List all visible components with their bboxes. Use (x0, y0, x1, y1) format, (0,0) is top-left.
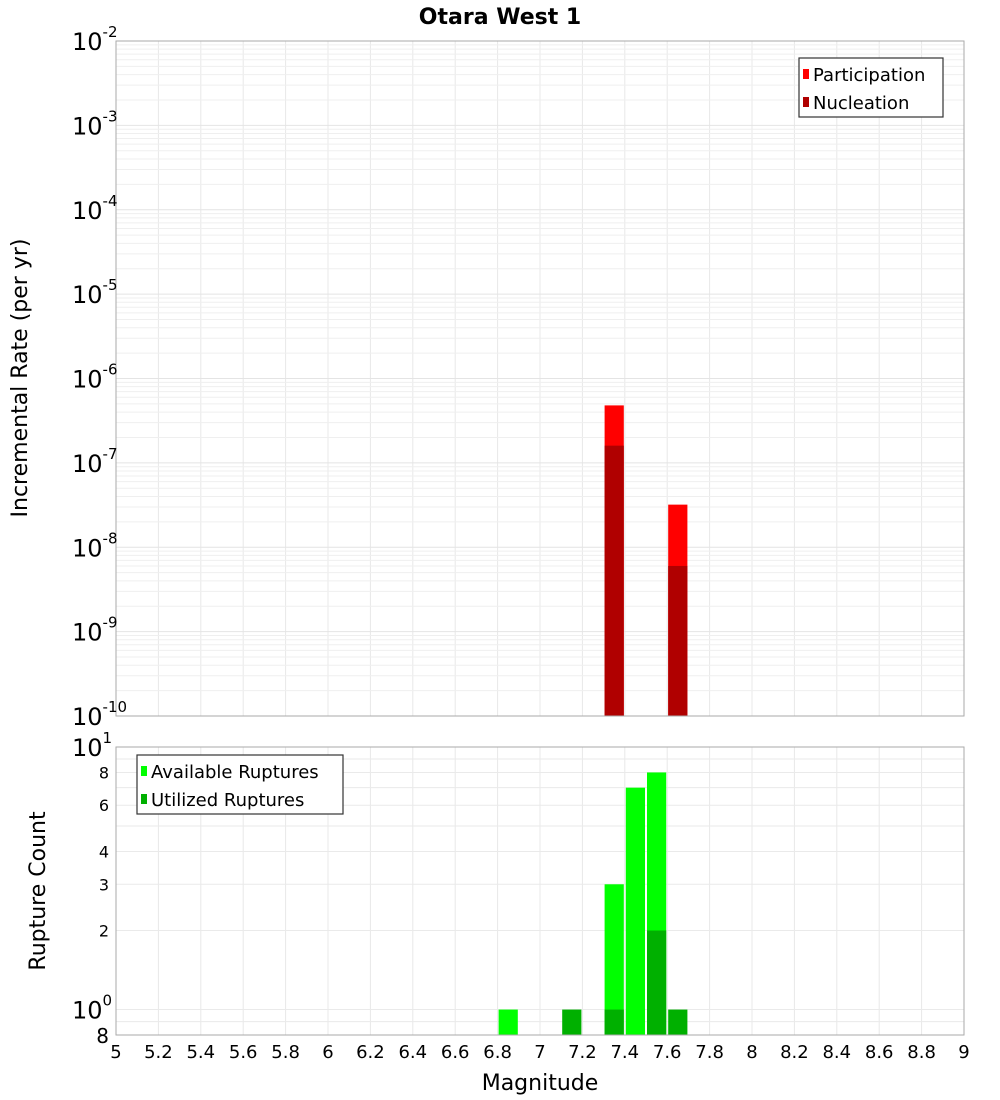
legend-label: Participation (813, 65, 925, 86)
bar (626, 788, 645, 1035)
bar (605, 1010, 624, 1035)
rate-plot-y-label: Incremental Rate (per yr) (8, 239, 33, 518)
legend-label: Utilized Ruptures (151, 790, 304, 811)
y-tick-label: 10-9 (72, 614, 118, 647)
x-axis-ticks: 5 5.2 5.4 5.6 5.8 6 6.2 6.4 6.6 6.8 7 7.2 7.4 7.6 7.8 8… (110, 1042, 969, 1063)
y-tick-label: 101 (72, 729, 112, 762)
bar (562, 1010, 581, 1035)
x-tick-label: 5.8 (271, 1042, 300, 1063)
legend-swatch (141, 766, 147, 776)
chart-title: Otara West 1 (419, 5, 581, 30)
y-tick-label: 10-8 (72, 529, 118, 562)
legend-swatch (803, 97, 809, 107)
y-tick-label: 4 (99, 842, 109, 861)
x-tick-label: 6.6 (441, 1042, 470, 1063)
y-tick-label: 6 (99, 796, 109, 815)
x-tick-label: 8.6 (865, 1042, 894, 1063)
chart-canvas: Otara West 1 10-210-310-410-510-610-710-… (0, 0, 1000, 1100)
legend-label: Nucleation (813, 93, 909, 114)
x-axis-label: Magnitude (482, 1071, 599, 1096)
y-tick-label: 10-10 (72, 698, 127, 731)
x-tick-label: 6.8 (483, 1042, 512, 1063)
bar (668, 1010, 687, 1035)
bar (647, 931, 666, 1035)
y-tick-label: 10-6 (72, 361, 118, 394)
x-tick-label: 8.2 (780, 1042, 809, 1063)
y-tick-label: 10-3 (72, 107, 118, 140)
x-tick-label: 7.4 (610, 1042, 639, 1063)
y-tick-label: 10-4 (72, 192, 118, 225)
legend-swatch (141, 794, 147, 804)
x-tick-label: 9 (958, 1042, 969, 1063)
y-tick-label: 8 (99, 763, 109, 782)
x-tick-label: 6.4 (398, 1042, 427, 1063)
x-tick-label: 6.2 (356, 1042, 385, 1063)
count-plot-legend: Available Ruptures Utilized Ruptures (137, 755, 343, 814)
count-plot-bars (499, 772, 688, 1035)
y-tick-label: 100 (72, 992, 112, 1025)
count-plot-y-label: Rupture Count (26, 811, 51, 971)
x-tick-label: 7.2 (568, 1042, 597, 1063)
count-plot: 101864321008 Available RupturesUtilized … (26, 729, 964, 1048)
x-tick-label: 5 (110, 1042, 121, 1063)
x-tick-label: 5.4 (186, 1042, 215, 1063)
y-tick-label: 10-7 (72, 445, 118, 478)
legend-label: Available Ruptures (151, 762, 319, 783)
x-tick-label: 8 (746, 1042, 757, 1063)
bar (668, 566, 687, 716)
x-tick-label: 5.6 (229, 1042, 258, 1063)
legend-swatch (803, 69, 809, 79)
x-tick-label: 6 (322, 1042, 333, 1063)
bar (605, 446, 624, 716)
rate-plot-legend: Participation Nucleation (799, 58, 943, 117)
y-tick-label: 10-2 (72, 23, 118, 56)
x-tick-label: 8.4 (822, 1042, 851, 1063)
bar (499, 1010, 518, 1035)
rate-plot-grid (116, 41, 964, 716)
y-tick-label: 10-5 (72, 276, 118, 309)
count-plot-y-ticks: 101864321008 (72, 729, 112, 1048)
y-tick-label: 3 (99, 875, 109, 894)
x-tick-label: 7 (534, 1042, 545, 1063)
x-tick-label: 5.2 (144, 1042, 173, 1063)
y-tick-label: 2 (99, 922, 109, 941)
rate-plot: 10-2 10-3 10-4 10-5 10-6 10-7 10-8 10-9 10-10 Pa… (8, 23, 964, 731)
x-tick-label: 8.8 (907, 1042, 936, 1063)
y-tick-label: 8 (96, 1024, 109, 1048)
x-tick-label: 7.6 (653, 1042, 682, 1063)
x-tick-label: 7.8 (695, 1042, 724, 1063)
